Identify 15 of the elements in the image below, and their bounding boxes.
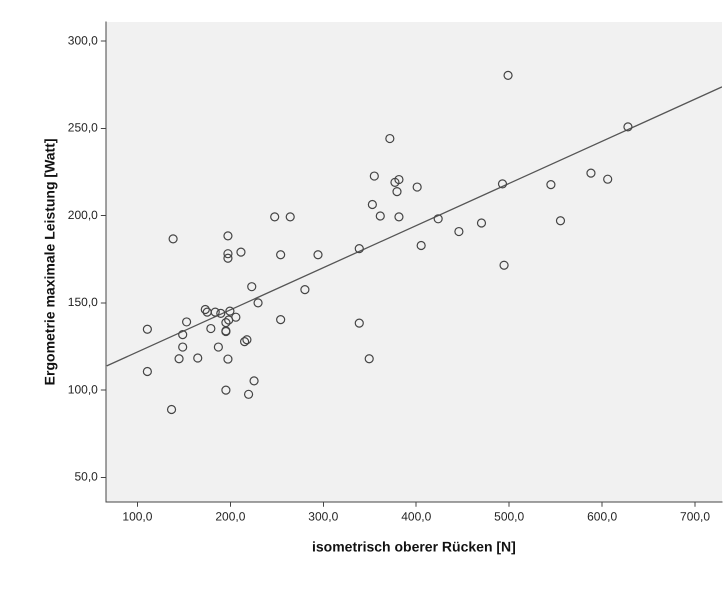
y-tick-label: 200,0: [68, 208, 98, 222]
y-tick-label: 50,0: [74, 470, 98, 484]
x-tick-label: 600,0: [587, 509, 618, 524]
y-tick-label: 250,0: [68, 120, 98, 135]
y-tick-label: 300,0: [68, 34, 98, 48]
y-axis-title: Ergometrie maximale Leistung [Watt]: [41, 138, 58, 386]
y-tick-label: 100,0: [68, 382, 98, 396]
x-axis-title: isometrisch oberer Rücken [N]: [312, 538, 516, 554]
x-tick-label: 100,0: [122, 509, 153, 524]
x-tick-label: 300,0: [308, 509, 339, 524]
x-tick-label: 700,0: [680, 509, 710, 524]
x-tick-label: 200,0: [215, 509, 246, 524]
y-tick-label: 150,0: [68, 295, 98, 310]
x-tick-label: 400,0: [401, 509, 432, 524]
x-tick-label: 500,0: [494, 509, 525, 524]
